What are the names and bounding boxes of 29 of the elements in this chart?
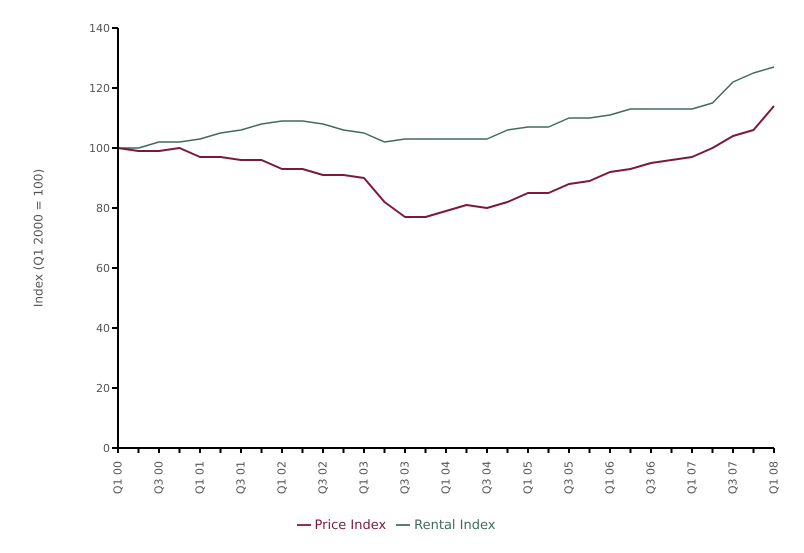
y-tick-label: 0 [103, 442, 110, 455]
x-tick-label: Q1 05 [522, 461, 534, 494]
legend-label: Rental Index [414, 518, 496, 533]
x-tick-label: Q3 00 [152, 461, 166, 494]
x-tick-label: Q1 03 [358, 461, 370, 494]
x-tick-label: Q1 01 [194, 461, 206, 494]
y-tick-label: 100 [89, 142, 110, 155]
y-tick-label: 80 [96, 202, 110, 215]
x-tick-label: Q3 06 [644, 461, 658, 494]
x-tick-label: Q1 08 [768, 461, 780, 494]
y-tick-label: 60 [96, 262, 110, 275]
y-axis-title: Index (Q1 2000 = 100) [31, 168, 46, 308]
x-tick-label: Q1 07 [686, 461, 698, 494]
x-tick-label: Q3 03 [398, 461, 412, 494]
line-series [117, 105, 775, 218]
x-tick-label: Q3 07 [726, 461, 740, 494]
y-tick-label: 40 [96, 322, 110, 335]
x-tick-label: Q1 02 [276, 461, 288, 494]
x-tick-label: Q1 06 [604, 461, 616, 494]
x-tick-label: Q3 02 [316, 461, 330, 494]
x-tick-label: Q1 00 [112, 461, 124, 494]
x-tick-label: Q3 04 [480, 461, 494, 494]
y-tick-label: 20 [96, 382, 110, 395]
x-tick-label: Q1 04 [440, 461, 452, 494]
legend-label: Price Index [314, 518, 386, 533]
x-tick-label: Q3 01 [234, 461, 248, 494]
y-tick-label: 120 [89, 82, 110, 95]
y-tick-label: 140 [89, 22, 110, 35]
x-tick-label: Q3 05 [562, 461, 576, 494]
